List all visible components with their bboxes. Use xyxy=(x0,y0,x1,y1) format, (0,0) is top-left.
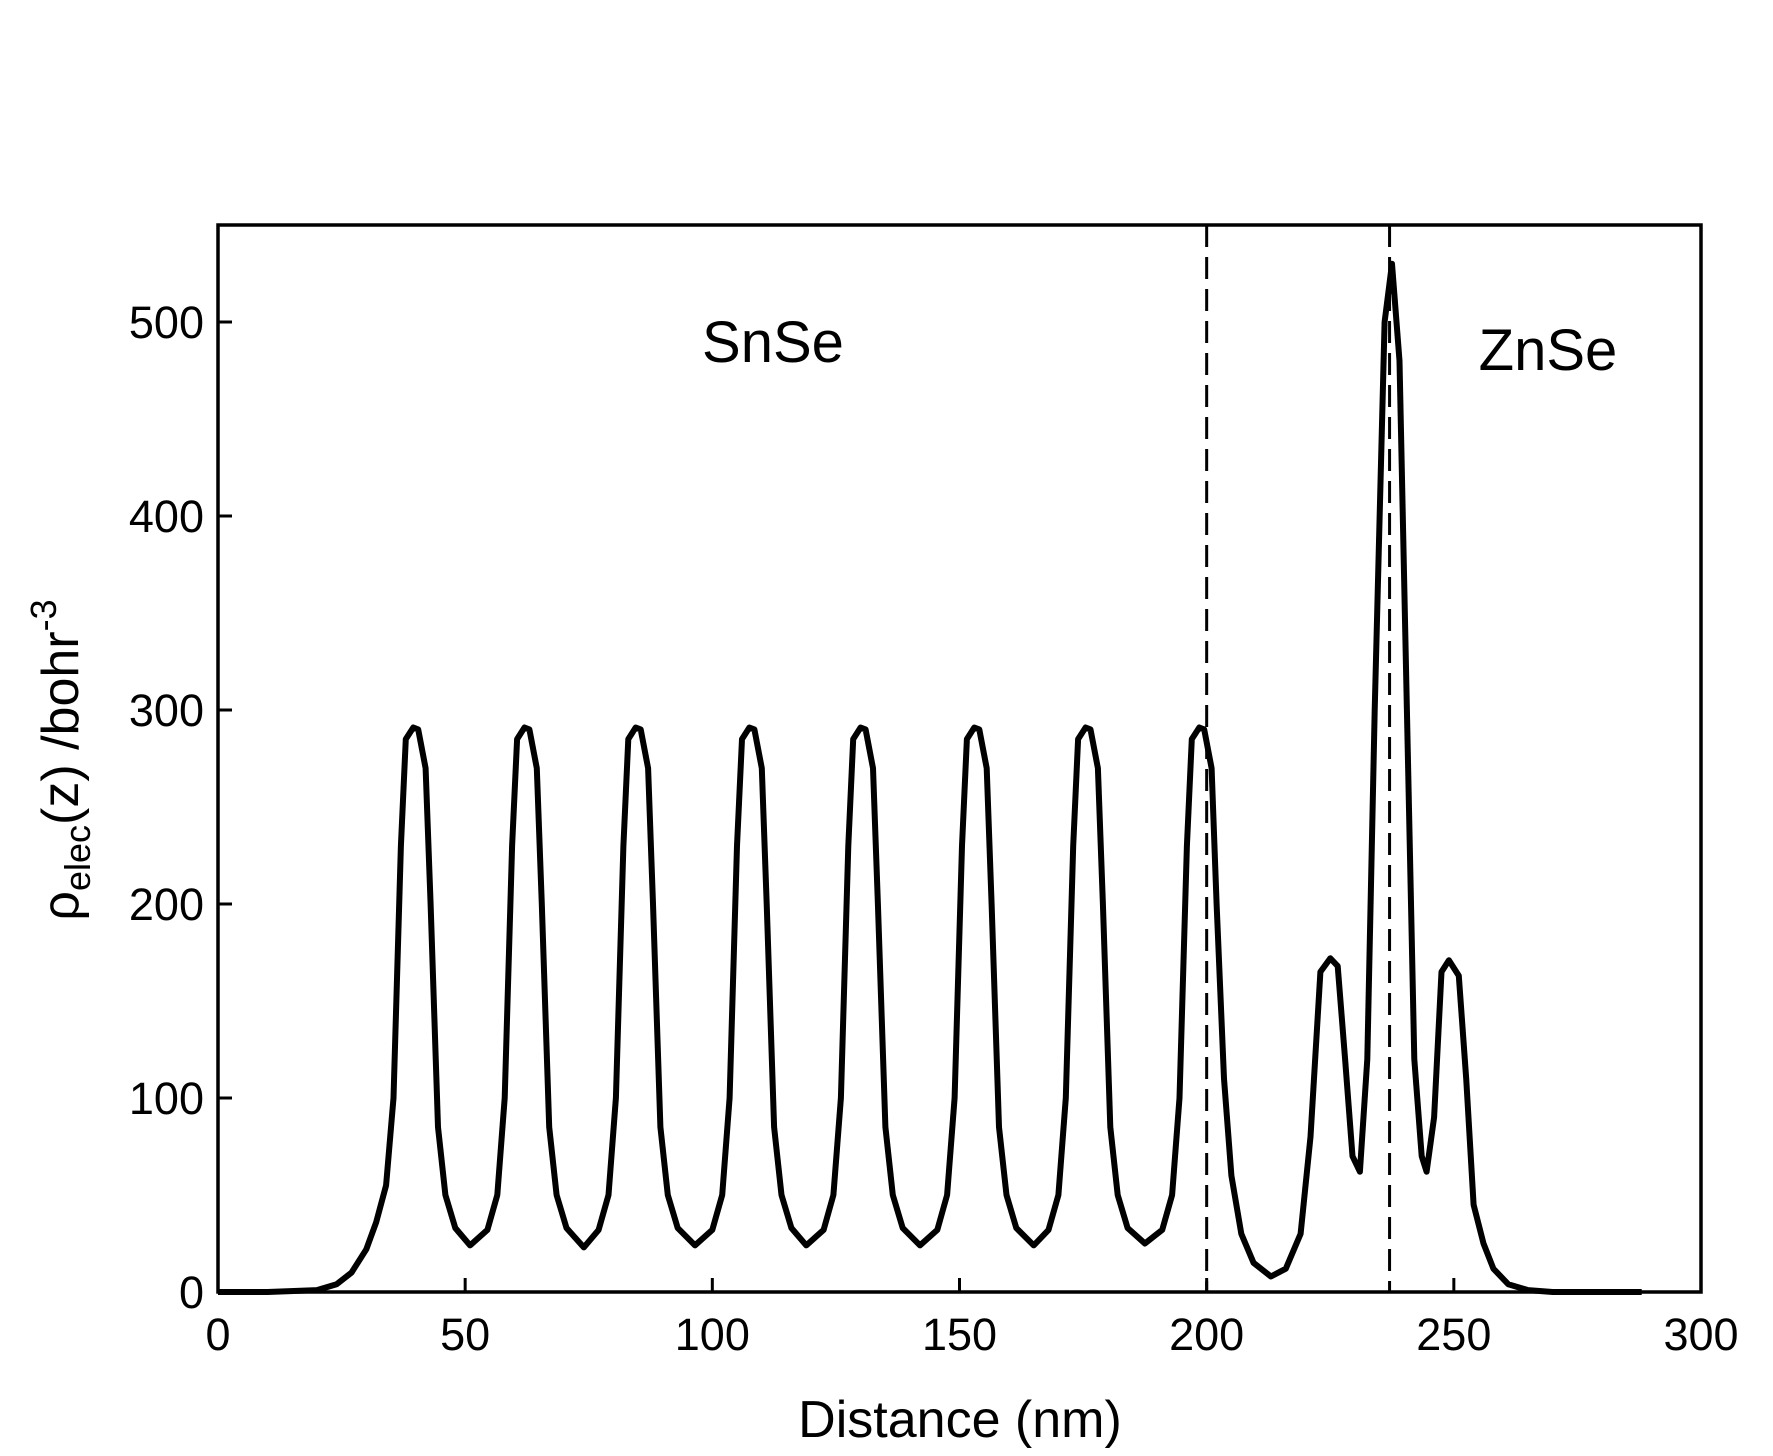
x-tick-label: 300 xyxy=(1663,1309,1738,1360)
x-tick-label: 100 xyxy=(675,1309,750,1360)
y-axis-label: ρelec(z) /bohr-3 xyxy=(23,599,98,920)
x-axis-label: Distance (nm) xyxy=(798,1391,1122,1449)
annotation: ZnSe xyxy=(1479,318,1618,383)
x-tick-label: 150 xyxy=(922,1309,997,1360)
plot-frame xyxy=(216,223,1703,1294)
x-tick-label: 250 xyxy=(1416,1309,1491,1360)
y-tick-label: 400 xyxy=(129,491,204,542)
y-tick-label: 100 xyxy=(129,1073,204,1124)
y-tick-label: 300 xyxy=(129,685,204,736)
y-tick-label: 500 xyxy=(129,297,204,348)
x-tick-label: 200 xyxy=(1169,1309,1244,1360)
data-line xyxy=(218,260,1642,1295)
y-tick-label: 200 xyxy=(129,879,204,930)
y-tick-label: 0 xyxy=(179,1267,204,1318)
y-label-base: ρ xyxy=(32,891,90,921)
y-label-sub: elec xyxy=(57,825,98,891)
y-label-main: (z) /bohr xyxy=(32,631,90,825)
annotation: SnSe xyxy=(702,310,844,375)
y-label-sup: -3 xyxy=(23,599,64,631)
x-tick-label: 50 xyxy=(440,1309,490,1360)
x-tick-label: 0 xyxy=(205,1309,230,1360)
